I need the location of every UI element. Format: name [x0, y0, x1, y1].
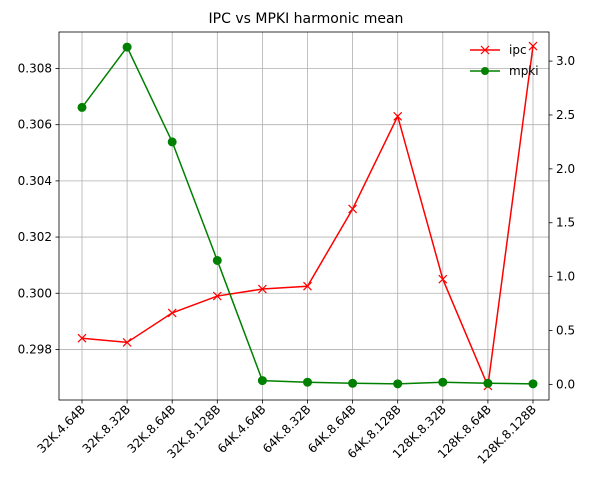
- right-y-tick-label: 0.0: [556, 377, 575, 391]
- right-y-tick-label: 2.0: [556, 162, 575, 176]
- right-y-tick-label: 1.0: [556, 270, 575, 284]
- legend-label: ipc: [509, 43, 527, 57]
- data-point-mpki: [304, 378, 312, 386]
- data-point-mpki: [484, 379, 492, 387]
- legend-label: mpki: [509, 64, 539, 78]
- left-y-tick-label: 0.306: [18, 118, 52, 132]
- data-point-mpki: [213, 256, 221, 264]
- right-y-tick-label: 0.5: [556, 323, 575, 337]
- left-y-tick-label: 0.304: [18, 174, 52, 188]
- right-y-tick-label: 3.0: [556, 54, 575, 68]
- data-point-mpki: [394, 380, 402, 388]
- chart-title: IPC vs MPKI harmonic mean: [209, 11, 404, 27]
- left-y-tick-label: 0.298: [18, 342, 52, 356]
- left-y-tick-label: 0.302: [18, 230, 52, 244]
- right-y-tick-label: 1.5: [556, 216, 575, 230]
- data-point-mpki: [349, 379, 357, 387]
- right-y-tick-label: 2.5: [556, 108, 575, 122]
- data-point-mpki: [439, 378, 447, 386]
- data-point-mpki: [123, 43, 131, 51]
- left-y-tick-label: 0.308: [18, 62, 52, 76]
- data-point-mpki: [258, 377, 266, 385]
- data-point-mpki: [168, 138, 176, 146]
- data-point-mpki: [529, 380, 537, 388]
- legend-marker: [481, 67, 489, 75]
- left-y-tick-label: 0.300: [18, 286, 52, 300]
- data-point-mpki: [78, 103, 86, 111]
